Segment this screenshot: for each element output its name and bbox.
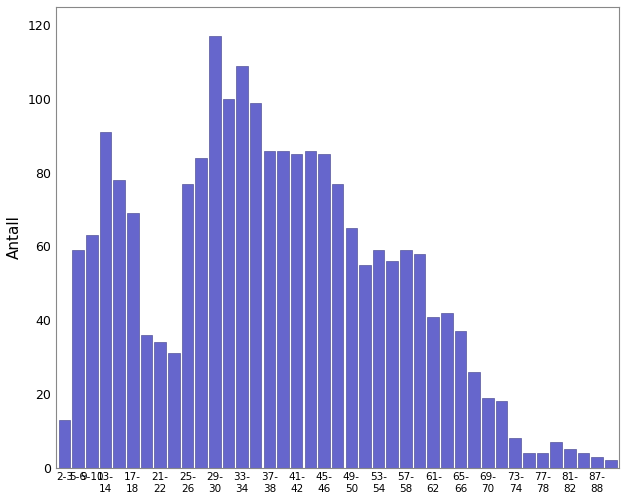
Bar (550, 442, 562, 467)
Bar (332, 184, 344, 467)
Bar (605, 460, 617, 467)
Bar (141, 335, 152, 467)
Bar (346, 228, 357, 467)
Bar (592, 456, 603, 467)
Bar (195, 158, 207, 467)
Bar (250, 103, 262, 467)
Bar (454, 331, 466, 467)
Bar (291, 154, 302, 467)
Bar (523, 453, 535, 467)
Bar (72, 250, 84, 467)
Bar (482, 398, 494, 467)
Bar (209, 37, 220, 467)
Bar (564, 449, 576, 467)
Bar (59, 420, 70, 467)
Y-axis label: Antall: Antall (7, 215, 22, 259)
Bar (400, 250, 412, 467)
Bar (113, 180, 125, 467)
Bar (127, 213, 138, 467)
Bar (468, 372, 480, 467)
Bar (86, 235, 98, 467)
Bar (264, 151, 275, 467)
Bar (182, 184, 193, 467)
Bar (318, 154, 330, 467)
Bar (223, 99, 234, 467)
Bar (414, 254, 426, 467)
Bar (304, 151, 316, 467)
Bar (428, 317, 439, 467)
Bar (441, 313, 453, 467)
Bar (536, 453, 548, 467)
Bar (236, 66, 248, 467)
Bar (496, 401, 508, 467)
Bar (154, 342, 166, 467)
Bar (100, 132, 111, 467)
Bar (168, 353, 180, 467)
Bar (359, 265, 371, 467)
Bar (373, 250, 384, 467)
Bar (386, 261, 398, 467)
Bar (510, 438, 521, 467)
Bar (277, 151, 289, 467)
Bar (578, 453, 589, 467)
